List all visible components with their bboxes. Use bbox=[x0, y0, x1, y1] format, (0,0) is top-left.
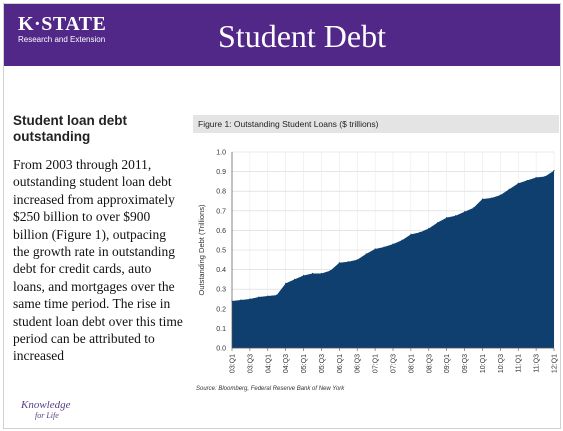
data-point bbox=[446, 217, 448, 219]
data-point bbox=[347, 261, 349, 263]
data-point bbox=[285, 282, 287, 284]
kfl-line-1: Knowledge bbox=[21, 399, 71, 411]
data-point bbox=[401, 239, 403, 241]
data-point bbox=[392, 243, 394, 245]
data-point bbox=[329, 269, 331, 272]
header-divider bbox=[4, 66, 560, 67]
kfl-line-2: for Life bbox=[35, 411, 59, 420]
x-tick-label: 06:Q3 bbox=[355, 354, 362, 373]
x-tick-label: 10:Q1 bbox=[480, 354, 487, 373]
y-tick-label: 0.4 bbox=[216, 267, 226, 274]
data-point bbox=[463, 211, 466, 213]
figure-caption: Figure 1: Outstanding Student Loans ($ t… bbox=[193, 115, 559, 133]
data-point bbox=[365, 253, 367, 255]
header-bar: K·STATE Research and Extension Student D… bbox=[4, 4, 560, 66]
data-point bbox=[517, 182, 519, 184]
y-tick-label: 0.2 bbox=[216, 306, 226, 313]
y-axis-label: Outstanding Debt (Trillions) bbox=[197, 204, 206, 296]
data-point bbox=[428, 227, 430, 230]
data-point bbox=[526, 179, 528, 182]
data-point bbox=[383, 246, 385, 248]
data-point bbox=[294, 278, 296, 280]
debt-area-series bbox=[232, 170, 554, 348]
data-point bbox=[508, 188, 510, 190]
kstate-logo: K·STATE Research and Extension bbox=[18, 14, 106, 45]
x-tick-label: 07:Q1 bbox=[373, 354, 380, 373]
x-tick-label: 09:Q3 bbox=[462, 354, 469, 373]
data-point bbox=[249, 298, 251, 300]
data-point bbox=[338, 262, 340, 264]
data-point bbox=[419, 231, 421, 233]
data-point bbox=[481, 198, 484, 200]
logo-subtitle: Research and Extension bbox=[18, 35, 106, 44]
x-tick-label: 08:Q3 bbox=[426, 354, 433, 373]
section-heading: Student loan debt outstanding bbox=[13, 113, 127, 144]
y-tick-label: 0.1 bbox=[216, 326, 226, 333]
y-tick-label: 1.0 bbox=[216, 150, 226, 157]
data-point bbox=[410, 233, 412, 235]
student-loans-area-chart: 0.0 0.1 0.2 0.3 0.4 0.5 0.6 0.7 0.8 0.9 1.0 03:Q1 03… bbox=[197, 150, 559, 374]
x-tick-label: 04:Q3 bbox=[283, 354, 290, 373]
y-tick-label: 0.7 bbox=[216, 208, 226, 215]
data-point bbox=[276, 294, 278, 296]
logo-wordmark: K·STATE bbox=[18, 13, 107, 35]
data-point bbox=[455, 215, 457, 217]
y-tick-label: 0.8 bbox=[216, 189, 226, 196]
figure-source: Source: Bloomberg, Federal Reserve Bank … bbox=[196, 386, 345, 392]
x-tick-label: 03:Q1 bbox=[230, 354, 237, 373]
data-point bbox=[356, 259, 358, 261]
x-tick-label: 09:Q1 bbox=[444, 354, 451, 373]
x-tick-label: 08:Q1 bbox=[408, 354, 415, 373]
data-point bbox=[320, 272, 323, 275]
knowledge-for-life-logo: Knowledge for Life bbox=[21, 399, 71, 421]
data-point bbox=[302, 274, 305, 277]
data-point bbox=[240, 299, 242, 301]
data-point bbox=[374, 248, 376, 250]
body-paragraph: From 2003 through 2011, outstanding stud… bbox=[13, 157, 183, 364]
data-point bbox=[267, 295, 269, 297]
data-point bbox=[490, 197, 492, 199]
x-tick-label: 11:Q1 bbox=[516, 354, 523, 373]
slide-title: Student Debt bbox=[218, 18, 386, 54]
data-point bbox=[544, 175, 546, 178]
data-point bbox=[553, 170, 555, 172]
x-tick-label: 03:Q3 bbox=[247, 354, 254, 373]
x-tick-label: 07:Q3 bbox=[391, 354, 398, 373]
x-tick-label: 04:Q1 bbox=[265, 354, 272, 373]
x-tick-label: 05:Q1 bbox=[301, 354, 308, 373]
y-tick-label: 0.3 bbox=[216, 287, 226, 294]
y-tick-label: 0.0 bbox=[216, 346, 226, 353]
x-tick-label: 11:Q3 bbox=[534, 354, 541, 373]
x-tick-label: 05:Q3 bbox=[319, 354, 326, 373]
x-tick-label: 06:Q1 bbox=[337, 354, 344, 373]
data-point bbox=[437, 221, 439, 224]
y-tick-label: 0.6 bbox=[216, 228, 226, 235]
data-point bbox=[499, 194, 501, 196]
data-point bbox=[311, 272, 314, 275]
y-tick-label: 0.5 bbox=[216, 248, 226, 255]
x-tick-label: 10:Q3 bbox=[498, 354, 505, 373]
y-tick-label: 0.9 bbox=[216, 169, 226, 176]
x-tick-label: 12:Q1 bbox=[552, 354, 559, 373]
data-point bbox=[535, 176, 537, 179]
slide: K·STATE Research and Extension Student D… bbox=[3, 3, 561, 429]
data-point bbox=[472, 207, 475, 209]
data-point bbox=[258, 296, 260, 298]
